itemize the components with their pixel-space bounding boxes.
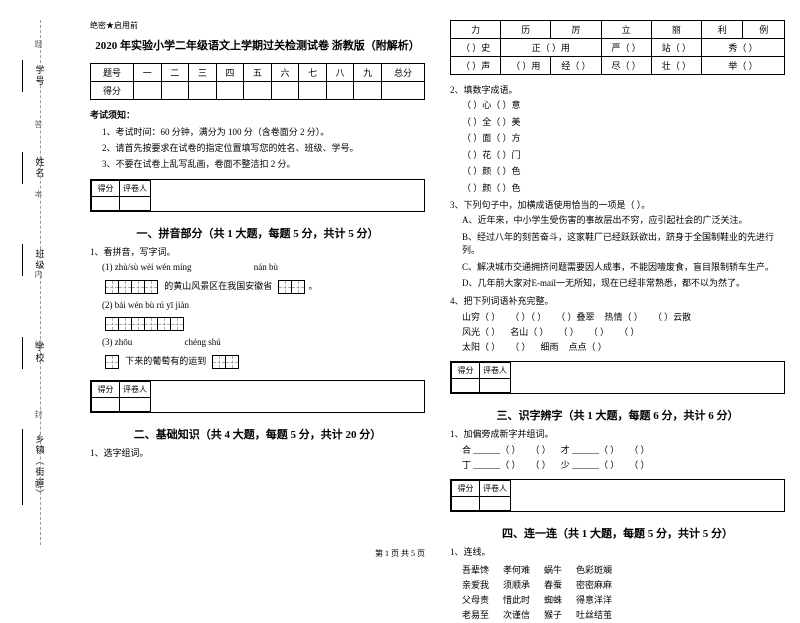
q: 2、填数字成语。 <box>450 83 785 96</box>
seal-line <box>40 20 41 545</box>
fill-row[interactable]: 山穷（ ）（ ）（ ） （ ）叠翠热情（ ） （ ）云散 <box>462 310 785 323</box>
dash-label: 题 <box>33 40 44 48</box>
char-grid[interactable] <box>106 280 158 294</box>
idiom[interactable]: （ ）面（ ）方 <box>462 132 785 146</box>
left-column: 绝密★启用前 2020 年实验小学二年级语文上学期过关检测试卷 浙教版（附解析）… <box>90 20 425 555</box>
q: 4、把下列词语补充完整。 <box>450 294 785 307</box>
score-header-table: 题号 一 二 三 四 五 六 七 八 九 总分 得分 <box>90 63 425 100</box>
score-box: 得分评卷人 <box>450 479 785 512</box>
dash-label: 线 <box>33 340 44 348</box>
q: 1、选字组词。 <box>90 446 425 459</box>
score-box: 得分评卷人 <box>450 361 785 394</box>
dash-label: 本 <box>33 190 44 198</box>
fill-row[interactable]: 风光（ ）名山（ ） （ ）（ ） （ ） <box>462 325 785 338</box>
dash-label: 答 <box>33 120 44 128</box>
char-grid[interactable] <box>106 355 119 369</box>
dash-label: 封 <box>33 410 44 418</box>
score-box: 得分评卷人 <box>90 380 425 413</box>
pinyin: (2) bái wén bù rú yī jiàn <box>102 299 425 313</box>
score-box: 得分评卷人 <box>90 179 425 212</box>
part3-title: 三、识字辨字（共 1 大题，每题 6 分，共计 6 分） <box>450 407 785 423</box>
option-c[interactable]: C、解决城市交通拥挤问题需要因人成事，不能因噎废食，盲目限制轿车生产。 <box>462 261 785 275</box>
char-grid[interactable] <box>279 280 305 294</box>
instruction-item: 2、请首先按要求在试卷的指定位置填写您的姓名、班级、学号。 <box>102 141 425 154</box>
char-grid[interactable] <box>213 355 239 369</box>
dash-label: 密 <box>33 480 44 488</box>
sentence-text: 下来的葡萄有的运到 <box>125 356 206 366</box>
radical-row[interactable]: 合 ______（ ）（ ） 才 ______（ ）（ ） <box>462 443 785 456</box>
idiom[interactable]: （ ）全（ ）美 <box>462 116 785 130</box>
instruction-item: 3、不要在试卷上乱写乱画，卷面不整洁扣 2 分。 <box>102 157 425 170</box>
security-label: 绝密★启用前 <box>90 20 425 31</box>
fill-row[interactable]: 太阳（ ）（ ） 细雨点点（ ） <box>462 340 785 353</box>
part2-title: 二、基础知识（共 4 大题，每题 5 分，共计 20 分） <box>90 426 425 442</box>
row-label: 题号 <box>91 64 134 82</box>
option-b[interactable]: B、经过八年的刻苦奋斗，这家鞋厂已经跃跃欲出，跻身于全国制鞋业的先进行列。 <box>462 231 785 258</box>
q: 3、下列句子中，加横成语使用恰当的一项是（ ）。 <box>450 198 785 211</box>
option-a[interactable]: A、近年来，中小学生受伤害的事故层出不穷，应引起社会的广泛关注。 <box>462 214 785 228</box>
idiom[interactable]: （ ）心（ ）意 <box>462 99 785 113</box>
option-d[interactable]: D、几年前大家对E-mail一无所知，现在已经非常熟悉，都不以为然了。 <box>462 277 785 291</box>
page-footer: 第 1 页 共 5 页 <box>0 548 800 559</box>
connect-exercise[interactable]: 吾辈馋亲爱我 父母责老易至 孝何难须顺承 惜此时次谨信 蜗牛春蚕 蜘蛛猴子 色彩… <box>462 561 785 623</box>
char-select-table: 力 历 厉 立 丽 利 例 （ ）史 正（ ）用 严（ ） 站（ ） 秀（ ） … <box>450 20 785 75</box>
idiom[interactable]: （ ）颜（ ）色 <box>462 182 785 196</box>
q: 1、加偏旁成新字并组词。 <box>450 427 785 440</box>
part4-title: 四、连一连（共 1 大题，每题 5 分，共计 5 分） <box>450 525 785 541</box>
right-column: 力 历 厉 立 丽 利 例 （ ）史 正（ ）用 严（ ） 站（ ） 秀（ ） … <box>450 20 785 555</box>
idiom[interactable]: （ ）花（ ）门 <box>462 149 785 163</box>
char-grid[interactable] <box>106 317 184 331</box>
pinyin: chéng shú <box>185 337 221 347</box>
pinyin: (1) zhù/sù wèi wén míng <box>102 262 191 272</box>
instruction-item: 1、考试时间：60 分钟，满分为 100 分（含卷面分 2 分）。 <box>102 125 425 138</box>
score-label: 得分 <box>91 82 134 100</box>
pinyin: (3) zhōu <box>102 337 132 347</box>
idiom[interactable]: （ ）颜（ ）色 <box>462 165 785 179</box>
exam-title: 2020 年实验小学二年级语文上学期过关检测试卷 浙教版（附解析） <box>90 37 425 53</box>
pinyin: nán bù <box>254 262 278 272</box>
radical-row[interactable]: 丁 ______（ ）（ ） 少 ______（ ）（ ） <box>462 458 785 471</box>
instructions-heading: 考试须知： <box>90 108 425 121</box>
sentence-text: 的黄山风景区在我国安徽省 <box>164 281 272 291</box>
dash-label: 内 <box>33 270 44 278</box>
q1: 1、看拼音，写字词。 <box>90 245 425 258</box>
part1-title: 一、拼音部分（共 1 大题，每题 5 分，共计 5 分） <box>90 225 425 241</box>
